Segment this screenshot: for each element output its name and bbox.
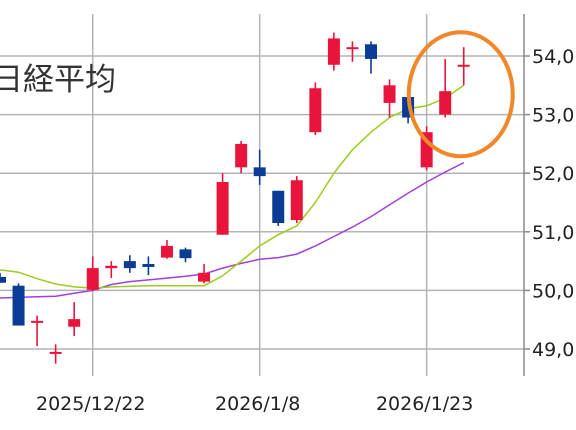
chart-title: 日経平均 (0, 62, 116, 98)
y-tick-label-3: 51,0 (532, 222, 574, 244)
candle-9 (160, 240, 173, 259)
candle-16 (290, 176, 303, 224)
candle-7 (123, 255, 136, 273)
candle-14 (253, 149, 266, 185)
y-axis-ticks: 54,0 53,0 52,0 51,0 50,0 49,0 (524, 46, 574, 361)
candle-body-16 (290, 180, 303, 221)
candle-5 (86, 256, 99, 291)
candle-body-8 (142, 264, 155, 267)
candle-15 (272, 190, 285, 226)
candle-12 (216, 173, 229, 235)
y-tick-label-4: 50,0 (532, 280, 574, 302)
candle-body-13 (235, 143, 248, 168)
candle-body-2 (31, 320, 44, 323)
y-tick-label-1: 53,0 (532, 105, 574, 127)
y-tick-label-2: 52,0 (532, 163, 574, 185)
candle-body-24 (439, 91, 452, 115)
candle-10 (179, 247, 192, 263)
x-tick-label-1: 2026/1/8 (215, 393, 300, 415)
candle-8 (142, 256, 155, 276)
candle-21 (383, 79, 396, 118)
x-tick-label-0: 2025/12/22 (36, 393, 146, 415)
x-tick-label-2: 2026/1/23 (376, 393, 473, 415)
candle-13 (235, 140, 248, 174)
candle-11 (198, 264, 211, 284)
candle-body-15 (272, 190, 285, 224)
candle-body-4 (68, 319, 81, 327)
x-axis-ticks: 2025/12/22 2026/1/8 2026/1/23 (36, 393, 473, 415)
candle-4 (68, 302, 81, 337)
candle-body-19 (346, 47, 359, 50)
candle-1 (12, 283, 25, 326)
highlight-layer (406, 30, 515, 159)
candle-body-23 (420, 132, 433, 168)
candle-body-9 (160, 245, 173, 258)
candle-body-11 (198, 272, 211, 282)
candle-body-6 (105, 265, 118, 269)
candle-body-20 (365, 44, 377, 59)
candle-body-7 (123, 261, 136, 269)
candle-body-1 (12, 285, 25, 326)
y-tick-label-5: 49,0 (532, 339, 574, 361)
candle-3 (49, 344, 62, 364)
candle-body-25 (457, 64, 470, 67)
moving-average-layer (0, 84, 465, 299)
highlight-circle (406, 30, 515, 159)
candle-17 (309, 82, 322, 136)
candle-body-21 (383, 85, 396, 103)
candle-body-0 (0, 276, 6, 283)
ma-long-line (0, 162, 465, 299)
candle-body-17 (309, 88, 322, 133)
y-tick-label-0: 54,0 (532, 46, 574, 68)
candle-24 (439, 58, 452, 118)
candle-body-10 (179, 249, 192, 259)
candle-19 (346, 41, 359, 62)
grid-lines (0, 14, 525, 376)
candle-20 (365, 41, 377, 74)
candle-body-12 (216, 181, 229, 235)
candle-0 (0, 272, 6, 283)
ma-short-line (0, 84, 465, 289)
candle-23 (420, 126, 433, 171)
candle-body-14 (253, 167, 266, 177)
candle-18 (327, 32, 340, 71)
candles-layer (0, 32, 470, 364)
candle-2 (31, 315, 44, 347)
candle-body-5 (86, 268, 99, 290)
candle-6 (105, 261, 118, 279)
candle-25 (457, 47, 470, 86)
candle-body-18 (327, 38, 340, 65)
candle-body-3 (49, 351, 62, 354)
